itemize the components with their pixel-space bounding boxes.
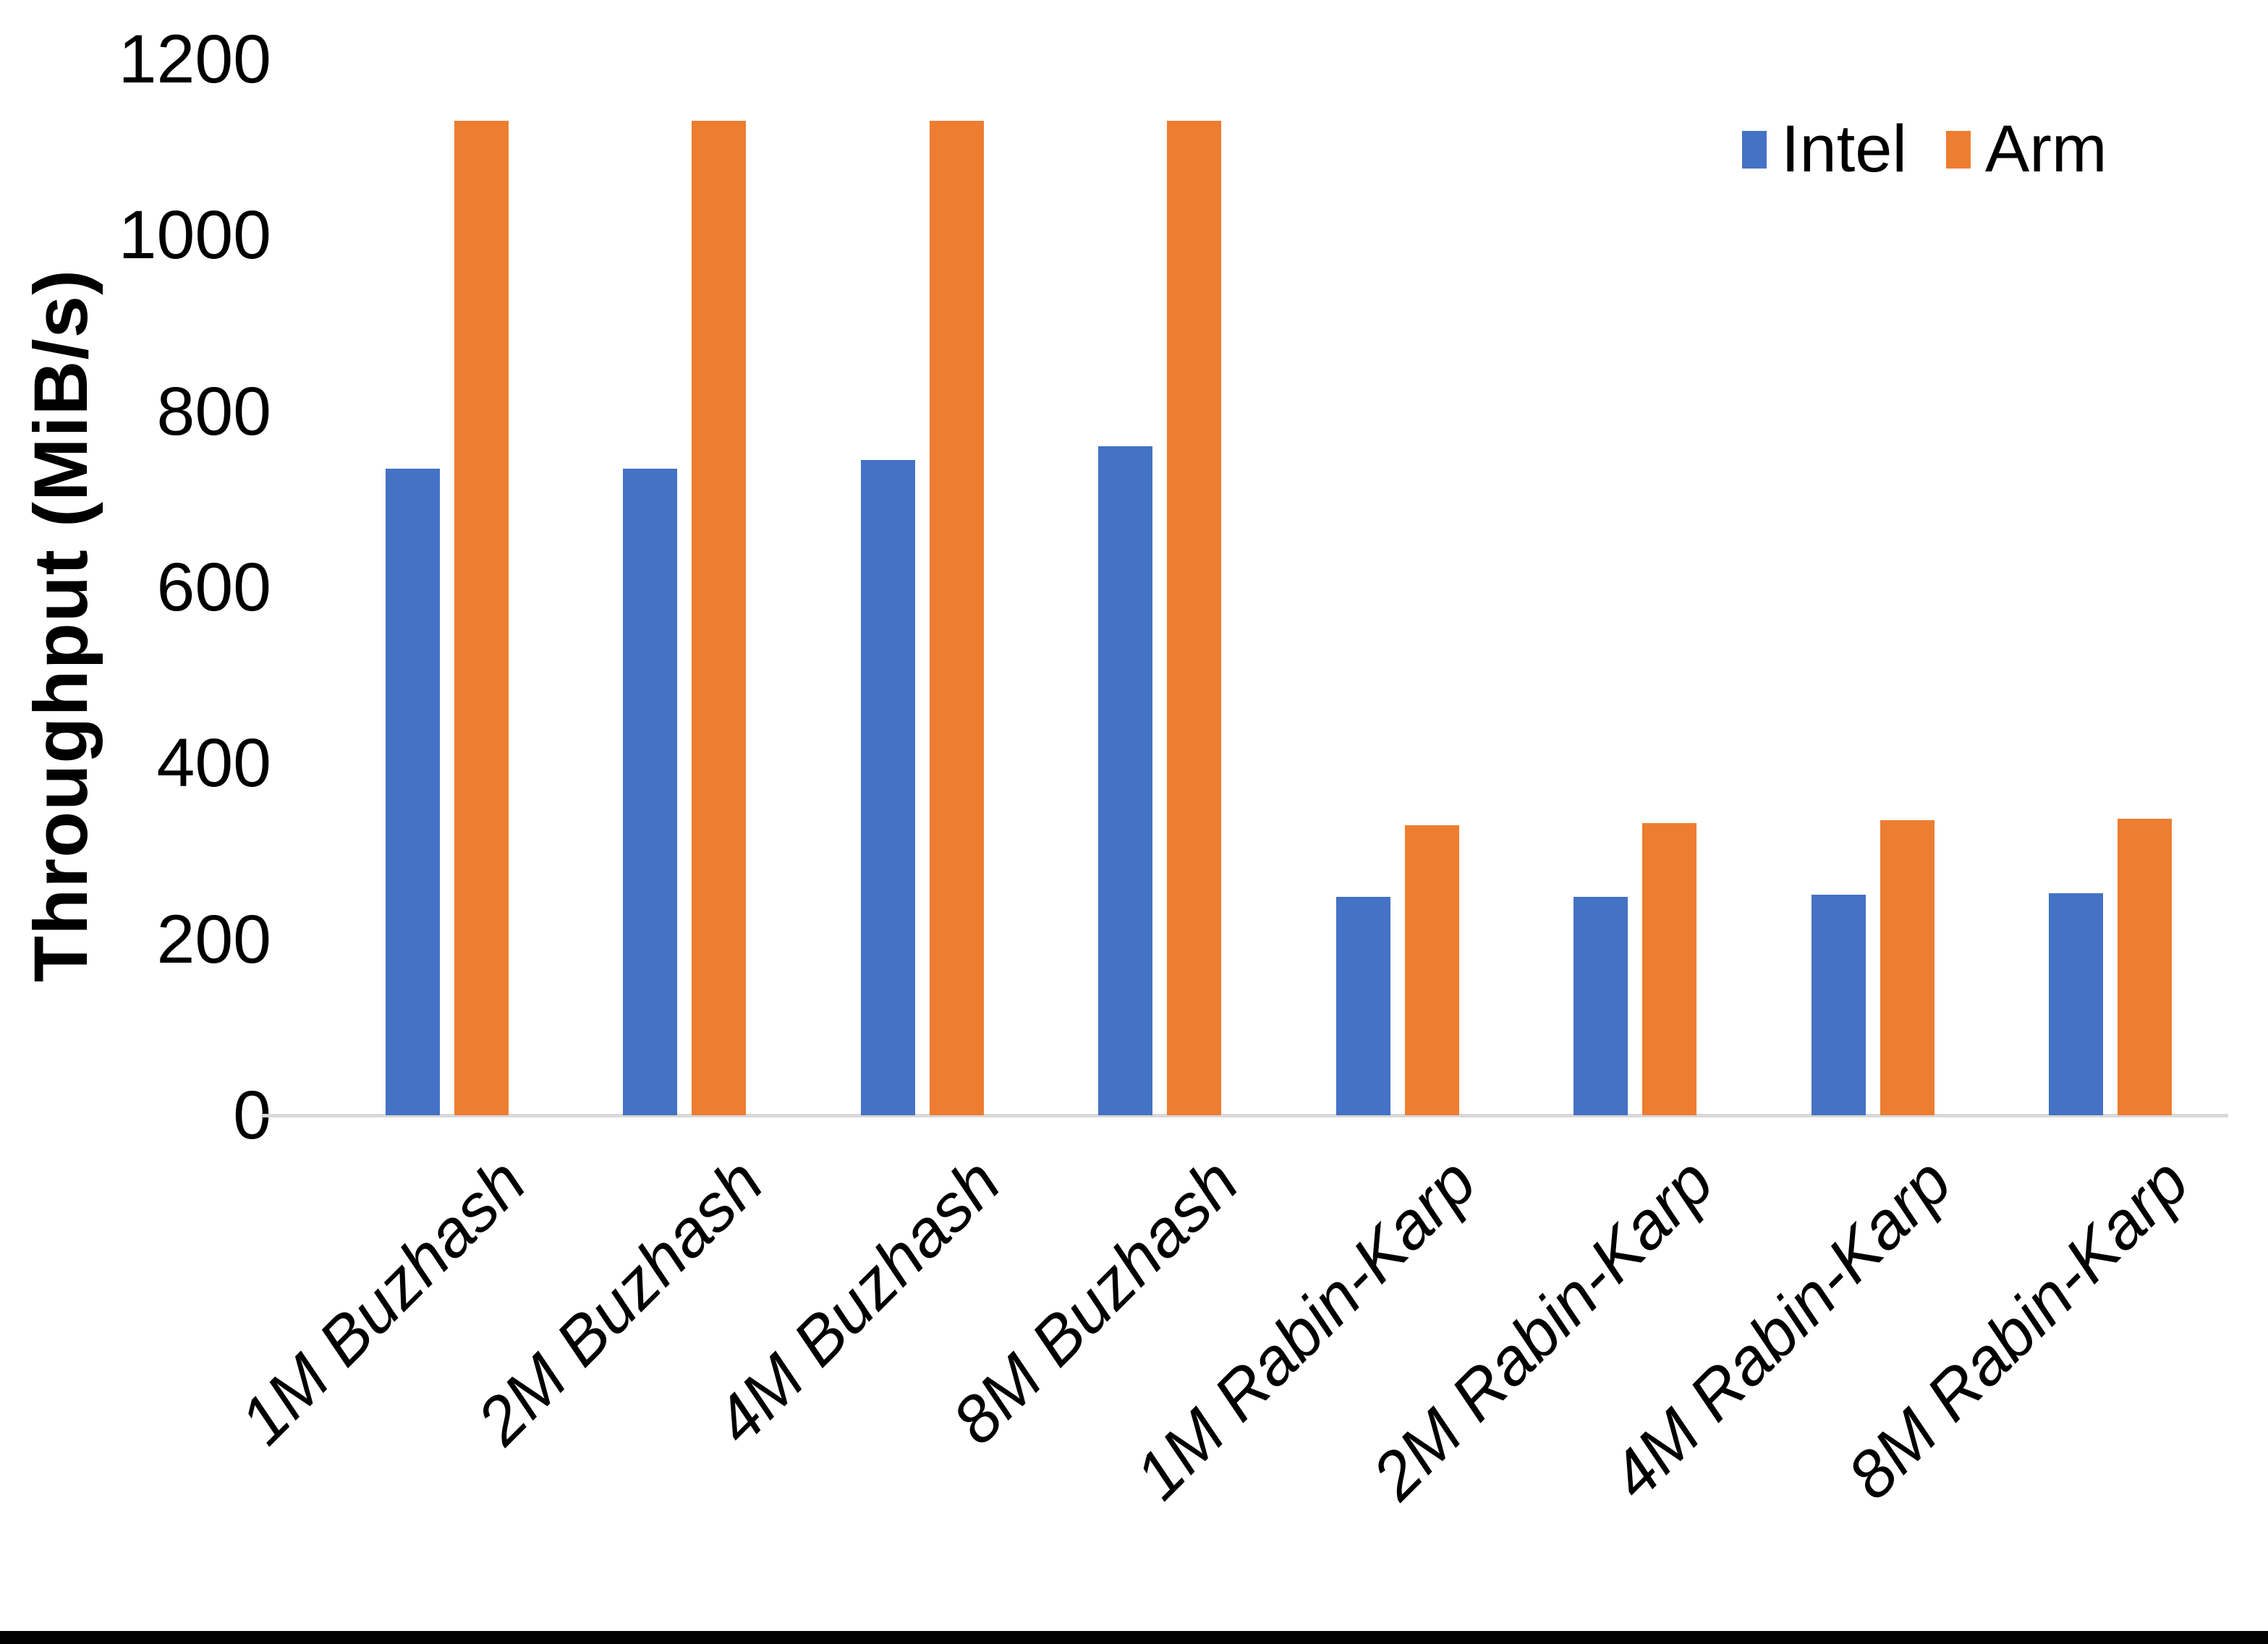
legend-item-intel: Intel: [1742, 112, 1907, 186]
legend: Intel Arm: [1742, 112, 2107, 186]
bar-arm-8m-rabin-karp: [2118, 818, 2172, 1115]
legend-item-arm: Arm: [1945, 112, 2107, 186]
bar-arm-1m-buzhash: [454, 121, 509, 1115]
bar-intel-8m-rabin-karp: [2049, 893, 2103, 1115]
bar-arm-4m-buzhash: [929, 121, 984, 1115]
screenshot-bottom-edge: [0, 1631, 2268, 1644]
bar-intel-1m-rabin-karp: [1335, 897, 1390, 1115]
y-tick-label-600: 600: [156, 549, 271, 626]
bar-arm-8m-buzhash: [1167, 121, 1222, 1115]
bar-intel-8m-buzhash: [1098, 446, 1153, 1115]
y-tick-label-400: 400: [156, 725, 271, 802]
y-tick-label-1000: 1000: [118, 197, 271, 274]
y-tick-label-1200: 1200: [118, 21, 271, 98]
bar-intel-2m-rabin-karp: [1573, 897, 1628, 1115]
bar-arm-1m-rabin-karp: [1404, 825, 1459, 1115]
legend-label-arm: Arm: [1984, 112, 2107, 186]
bar-intel-4m-buzhash: [860, 459, 915, 1115]
intel-series-swatch: [1742, 130, 1767, 169]
bar-arm-2m-rabin-karp: [1642, 823, 1697, 1115]
arm-series-swatch: [1945, 130, 1971, 169]
y-tick-label-800: 800: [156, 372, 271, 450]
bar-intel-2m-buzhash: [623, 468, 678, 1115]
y-tick-label-0: 0: [233, 1077, 271, 1154]
x-axis-line: [263, 1114, 2228, 1117]
bar-arm-4m-rabin-karp: [1880, 820, 1934, 1115]
bar-arm-2m-buzhash: [692, 121, 747, 1115]
bar-intel-4m-rabin-karp: [1811, 894, 1866, 1115]
legend-label-intel: Intel: [1781, 112, 1907, 186]
y-tick-label-200: 200: [156, 900, 271, 978]
bar-intel-1m-buzhash: [386, 468, 440, 1115]
